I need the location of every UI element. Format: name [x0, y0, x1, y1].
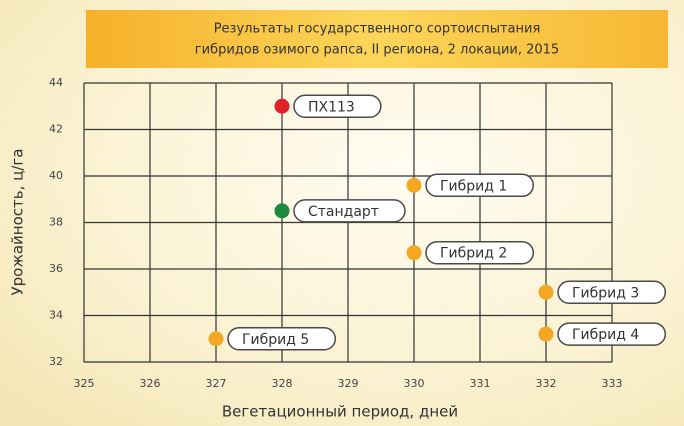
y-axis-label: Урожайность, ц/га: [9, 149, 27, 296]
y-tick-label: 40: [49, 169, 63, 182]
point-label: Гибрид 5: [242, 332, 309, 348]
point-label: Гибрид 1: [440, 178, 507, 194]
x-tick-label: 330: [404, 377, 425, 390]
point-label: ПХ113: [308, 99, 355, 115]
x-tick-label: 332: [536, 377, 557, 390]
y-tick-label: 42: [49, 123, 63, 136]
x-axis-label: Вегетационный период, дней: [222, 403, 458, 421]
point-label: Стандарт: [308, 204, 379, 220]
x-tick-label: 331: [470, 377, 491, 390]
point: [407, 178, 422, 193]
y-tick-label: 34: [49, 309, 63, 322]
point: [275, 203, 290, 218]
x-tick-label: 328: [272, 377, 293, 390]
point: [275, 99, 290, 114]
title-banner: [86, 10, 668, 68]
point: [539, 285, 554, 300]
x-tick-label: 325: [74, 377, 95, 390]
x-tick-label: 327: [206, 377, 227, 390]
point: [539, 327, 554, 342]
point: [407, 245, 422, 260]
chart-title: Результаты государственного сортоиспытан…: [214, 22, 541, 37]
x-tick-label: 326: [140, 377, 161, 390]
point-label: Гибрид 4: [572, 327, 639, 343]
x-tick-label: 333: [602, 377, 623, 390]
y-tick-label: 38: [49, 216, 63, 229]
point: [209, 331, 224, 346]
point-label: Гибрид 3: [572, 285, 639, 301]
y-tick-label: 36: [49, 262, 63, 275]
y-tick-label: 32: [49, 355, 63, 368]
chart: Результаты государственного сортоиспытан…: [0, 0, 684, 426]
x-tick-label: 329: [338, 377, 359, 390]
y-tick-label: 44: [49, 76, 63, 89]
chart-title: гибридов озимого рапса, II региона, 2 ло…: [195, 43, 559, 58]
point-label: Гибрид 2: [440, 246, 507, 262]
